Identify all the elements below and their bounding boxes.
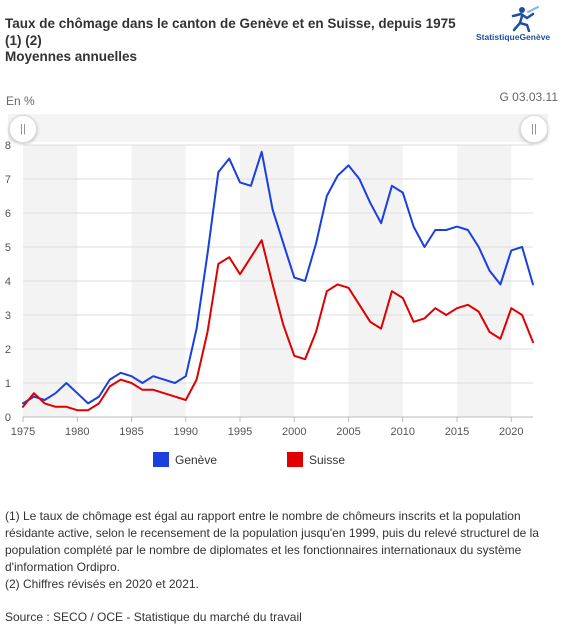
- x-tick-label: 1975: [11, 426, 35, 438]
- x-tick-label: 2015: [445, 426, 469, 438]
- y-tick-label: 6: [5, 208, 11, 220]
- x-tick-label: 2005: [336, 426, 360, 438]
- x-tick-label: 2010: [391, 426, 415, 438]
- chart-subtitle: Moyennes annuelles: [5, 49, 138, 64]
- range-navigator-track[interactable]: [8, 114, 548, 142]
- y-tick-label: 3: [5, 310, 11, 322]
- y-tick-label: 5: [5, 242, 11, 254]
- y-tick-label: 4: [5, 276, 11, 288]
- chart-title-line-2: (1) (2): [5, 32, 42, 48]
- source-note: Source : SECO / OCE - Statistique du mar…: [5, 610, 302, 624]
- statistique-geneve-logo: StatistiqueGenève: [476, 6, 560, 42]
- chart-code: G 03.03.11: [499, 90, 559, 104]
- x-tick-label: 2000: [282, 426, 306, 438]
- range-navigator-left-handle[interactable]: ||: [9, 115, 37, 143]
- legend-item-suisse[interactable]: Suisse: [287, 452, 345, 467]
- legend-label-suisse: Suisse: [309, 452, 346, 467]
- y-tick-label: 1: [5, 378, 11, 390]
- y-tick-label: 7: [5, 174, 11, 186]
- range-navigator-right-handle[interactable]: ||: [520, 115, 548, 143]
- footnote-2: (2) Chiffres révisés en 2020 et 2021.: [5, 577, 199, 591]
- series-line-geneve: [22, 150, 534, 405]
- legend-swatch-geneve: [153, 452, 169, 467]
- y-tick-label: 2: [5, 344, 11, 356]
- x-tick-label: 1980: [65, 426, 89, 438]
- y-tick-label: 0: [5, 412, 11, 424]
- unit-label: En %: [6, 94, 35, 108]
- unemployment-line-chart: 0 1 2 3 4 5 6 7 8 1975 1980 1985 1990 1995 2000 2005 201…: [5, 140, 534, 438]
- legend-label-geneve: Genève: [175, 452, 218, 467]
- chart-title: Taux de chômage dans le canton de Genève…: [5, 16, 475, 66]
- y-tick-label: 8: [5, 140, 11, 152]
- x-tick-label: 1990: [174, 426, 198, 438]
- legend-swatch-suisse: [287, 452, 303, 467]
- logo-text: StatistiqueGenève: [476, 32, 551, 42]
- footnotes: (1) Le taux de chômage est égal au rappo…: [5, 508, 555, 593]
- footnote-1: (1) Le taux de chômage est égal au rappo…: [5, 509, 539, 574]
- x-tick-label: 1995: [228, 426, 252, 438]
- x-tick-label: 1985: [119, 426, 143, 438]
- legend-item-geneve[interactable]: Genève: [153, 452, 217, 467]
- series-line-suisse: [22, 239, 534, 412]
- chart-title-line-1: Taux de chômage dans le canton de Genève…: [5, 16, 456, 31]
- x-tick-label: 2020: [499, 426, 523, 438]
- running-figure-icon: [511, 6, 539, 32]
